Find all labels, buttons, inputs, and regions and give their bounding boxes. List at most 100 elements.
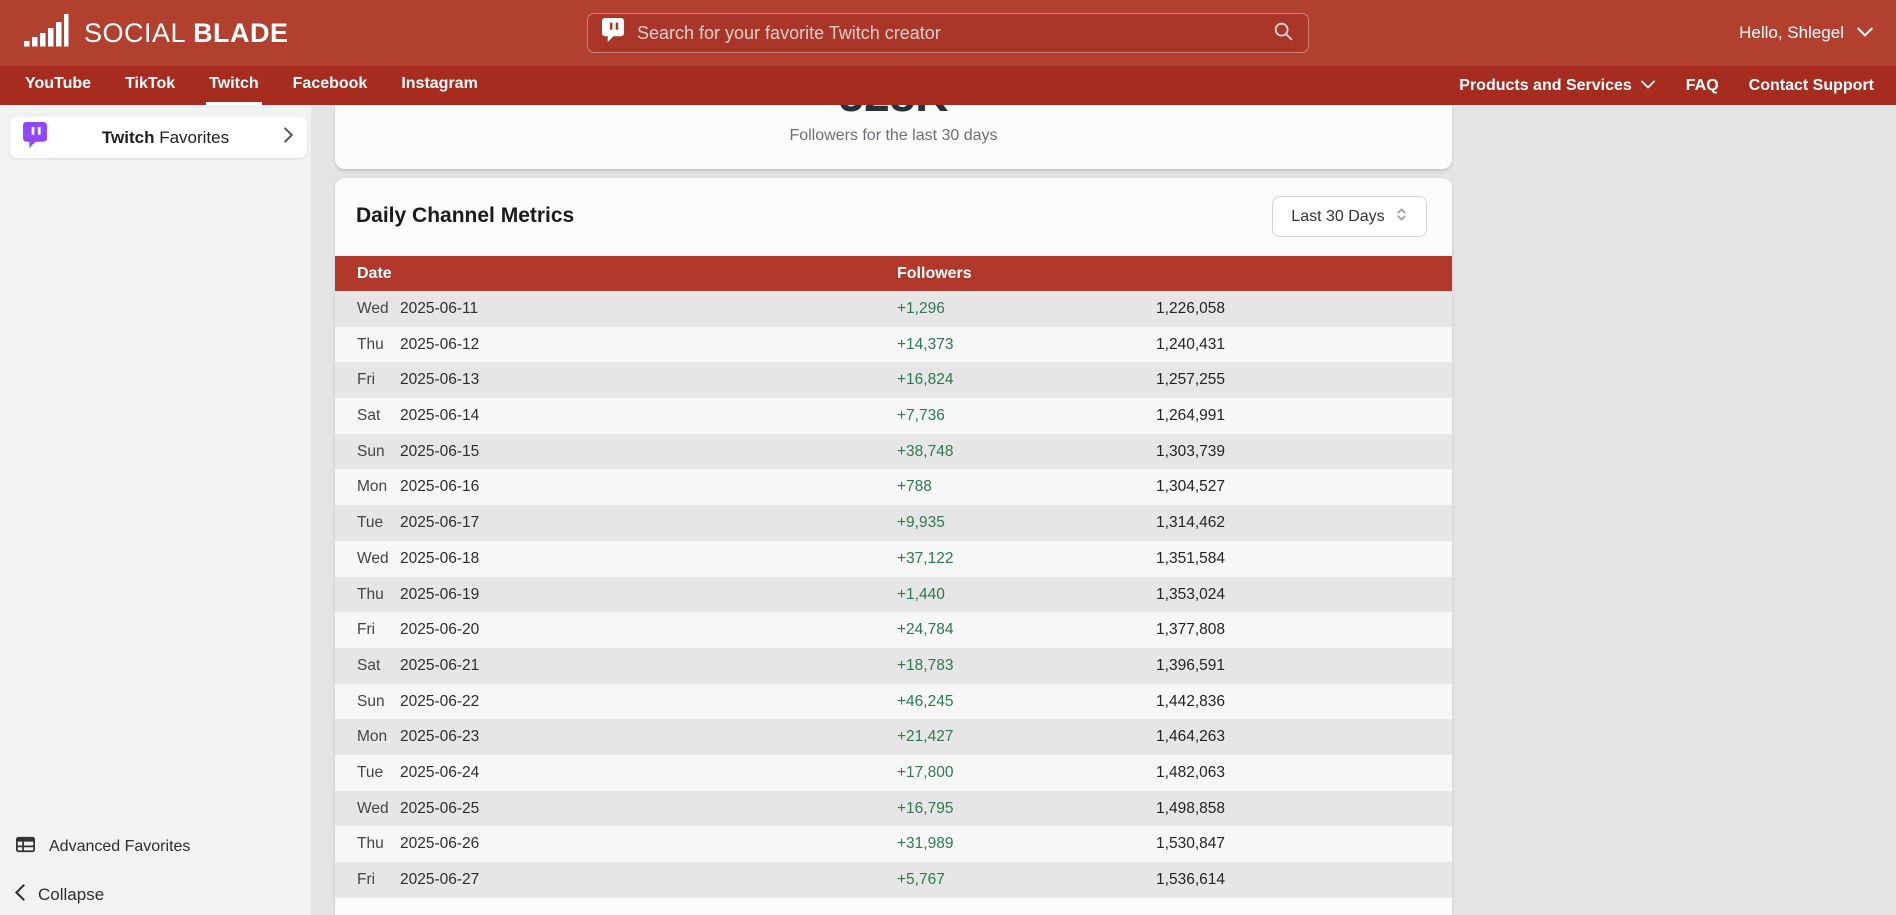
row-followers-total: 1,498,858 (1035, 791, 1225, 827)
row-date: 2025-06-27 (400, 862, 479, 898)
followers-stat-value: 528K (335, 105, 1452, 117)
table-row: Sun 2025-06-15 +38,748 1,303,739 (335, 434, 1452, 470)
platform-tab-facebook[interactable]: Facebook (290, 66, 371, 105)
faq-link[interactable]: FAQ (1686, 66, 1719, 105)
row-followers-delta: +5,767 (897, 862, 945, 898)
table-row: Wed 2025-06-18 +37,122 1,351,584 (335, 541, 1452, 577)
bar-chart-logo-icon (24, 14, 70, 53)
products-and-services-menu[interactable]: Products and Services (1459, 66, 1656, 105)
table-row: Mon 2025-06-16 +788 1,304,527 (335, 469, 1452, 505)
platform-tab-tiktok[interactable]: TikTok (122, 66, 178, 105)
row-date: 2025-06-18 (400, 541, 479, 577)
row-day: Tue (357, 755, 383, 791)
search-icon[interactable] (1272, 20, 1294, 47)
row-day: Sat (357, 648, 380, 684)
table-row: Wed 2025-06-11 +1,296 1,226,058 (335, 291, 1452, 327)
advanced-favorites-label: Advanced Favorites (49, 838, 190, 856)
platform-tab-youtube[interactable]: YouTube (22, 66, 94, 105)
creator-search-bar[interactable] (587, 13, 1309, 53)
row-followers-delta: +17,800 (897, 755, 953, 791)
row-followers-total: 1,257,255 (1035, 362, 1225, 398)
row-followers-delta: +37,122 (897, 541, 953, 577)
row-date: 2025-06-19 (400, 577, 479, 613)
row-day: Mon (357, 719, 387, 755)
row-day: Thu (357, 577, 384, 613)
contact-support-link[interactable]: Contact Support (1749, 66, 1874, 105)
row-followers-delta: +46,245 (897, 684, 953, 720)
products-label: Products and Services (1459, 77, 1632, 95)
followers-stat-caption: Followers for the last 30 days (335, 127, 1452, 145)
greeting-text: Hello, Shlegel (1739, 23, 1844, 43)
chevron-left-icon (14, 883, 26, 907)
row-date: 2025-06-13 (400, 362, 479, 398)
followers-stat-card: 528K Followers for the last 30 days (335, 105, 1452, 169)
search-input[interactable] (637, 23, 1260, 44)
row-followers-delta: +38,748 (897, 434, 953, 470)
row-date: 2025-06-14 (400, 398, 479, 434)
chevron-right-icon (283, 126, 294, 149)
row-followers-delta: +24,784 (897, 612, 953, 648)
row-day: Fri (357, 862, 375, 898)
row-day: Fri (357, 362, 375, 398)
row-followers-delta: +9,935 (897, 505, 945, 541)
table-row: Mon 2025-06-23 +21,427 1,464,263 (335, 719, 1452, 755)
metrics-title: Daily Channel Metrics (356, 204, 574, 228)
row-followers-total: 1,353,024 (1035, 577, 1225, 613)
row-followers-total: 1,482,063 (1035, 755, 1225, 791)
row-date: 2025-06-16 (400, 469, 479, 505)
row-followers-total: 1,377,808 (1035, 612, 1225, 648)
platform-tab-instagram[interactable]: Instagram (398, 66, 480, 105)
row-followers-total: 1,240,431 (1035, 327, 1225, 363)
twitch-icon (23, 122, 48, 154)
secondary-nav-links: Products and Services FAQ Contact Suppor… (1459, 66, 1874, 105)
platform-tab-twitch[interactable]: Twitch (206, 66, 261, 105)
up-down-chevron-icon (1395, 206, 1408, 228)
advanced-favorites-button[interactable]: Advanced Favorites (14, 833, 190, 861)
date-column-header: Date (357, 256, 392, 291)
row-day: Tue (357, 505, 383, 541)
collapse-sidebar-button[interactable]: Collapse (14, 883, 104, 907)
row-date: 2025-06-25 (400, 791, 479, 827)
row-day: Wed (357, 291, 389, 327)
daily-channel-metrics-card: Daily Channel Metrics Last 30 Days Date … (335, 178, 1452, 915)
row-followers-total: 1,464,263 (1035, 719, 1225, 755)
platform-tab-label: Instagram (401, 75, 477, 93)
row-date: 2025-06-20 (400, 612, 479, 648)
metrics-table-body: Wed 2025-06-11 +1,296 1,226,058 Thu 2025… (335, 291, 1452, 898)
row-day: Mon (357, 469, 387, 505)
collapse-label: Collapse (38, 885, 104, 905)
row-followers-total: 1,530,847 (1035, 826, 1225, 862)
row-followers-total: 1,314,462 (1035, 505, 1225, 541)
row-followers-delta: +21,427 (897, 719, 953, 755)
row-date: 2025-06-12 (400, 327, 479, 363)
left-sidebar: Twitch Favorites Advanced Favorites Coll… (0, 105, 311, 915)
table-row: Sat 2025-06-14 +7,736 1,264,991 (335, 398, 1452, 434)
table-row: Fri 2025-06-20 +24,784 1,377,808 (335, 612, 1452, 648)
row-date: 2025-06-11 (400, 291, 478, 327)
row-followers-total: 1,303,739 (1035, 434, 1225, 470)
row-followers-delta: +14,373 (897, 327, 953, 363)
platform-tab-label: Twitch (209, 75, 258, 93)
row-followers-delta: +16,824 (897, 362, 953, 398)
row-followers-delta: +18,783 (897, 648, 953, 684)
user-account-menu[interactable]: Hello, Shlegel (1739, 0, 1874, 66)
row-day: Sun (357, 684, 385, 720)
row-followers-total: 1,442,836 (1035, 684, 1225, 720)
row-followers-delta: +1,440 (897, 577, 945, 613)
table-row: Tue 2025-06-24 +17,800 1,482,063 (335, 755, 1452, 791)
twitch-favorites-button[interactable]: Twitch Favorites (10, 117, 307, 158)
row-date: 2025-06-22 (400, 684, 479, 720)
row-day: Fri (357, 612, 375, 648)
logo-wordmark: SOCIAL BLADE (84, 18, 289, 49)
platform-tabs: YouTube TikTok Twitch Facebook Instagram (22, 66, 481, 105)
socialblade-logo[interactable]: SOCIAL BLADE (24, 0, 289, 66)
table-row: Sat 2025-06-21 +18,783 1,396,591 (335, 648, 1452, 684)
date-range-select[interactable]: Last 30 Days (1272, 196, 1427, 237)
chevron-down-icon (1856, 23, 1874, 43)
row-day: Wed (357, 541, 389, 577)
twitch-icon (602, 18, 625, 48)
followers-column-header: Followers (897, 256, 972, 291)
row-followers-delta: +7,736 (897, 398, 945, 434)
table-row: Fri 2025-06-27 +5,767 1,536,614 (335, 862, 1452, 898)
table-row: Sun 2025-06-22 +46,245 1,442,836 (335, 684, 1452, 720)
